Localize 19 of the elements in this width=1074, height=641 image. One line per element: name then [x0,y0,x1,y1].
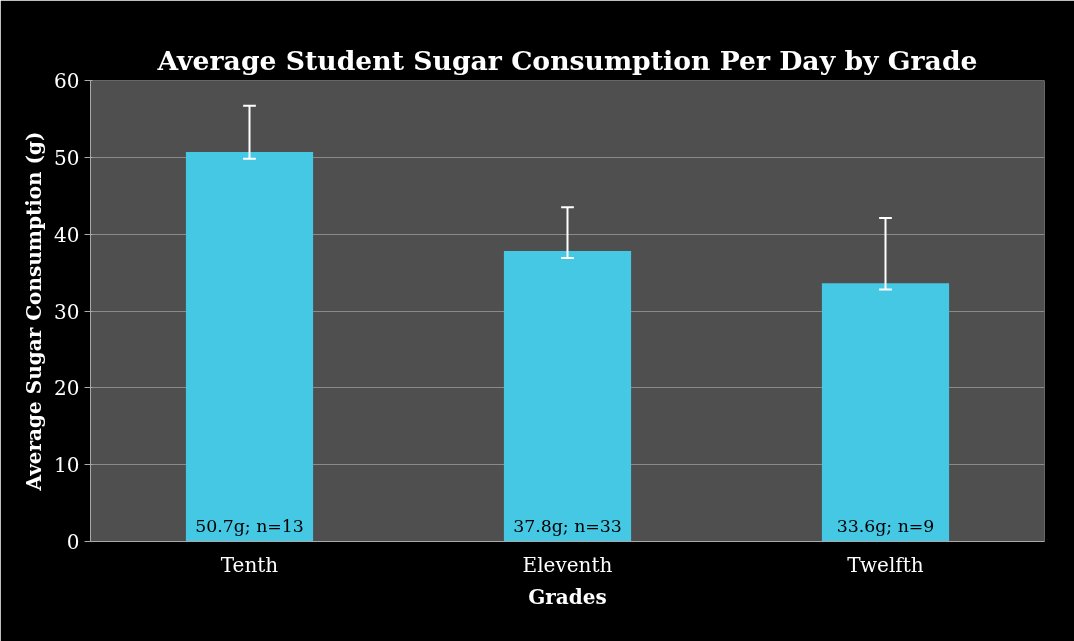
y-tick-label: 40 [54,222,80,247]
data-label: 50.7g; n=13 [195,515,304,536]
y-tick-label: 10 [54,453,80,478]
y-axis-title: Average Sugar Consumption (g) [22,131,47,492]
data-label: 33.6g; n=9 [836,515,935,536]
x-tick-label: Twelfth [847,552,924,577]
chart-title: Average Student Sugar Consumption Per Day by Grade [156,44,978,76]
y-tick-label: 0 [66,530,80,554]
bar [185,151,314,542]
x-tick-label: Eleventh [522,552,613,577]
y-tick-label: 20 [54,376,80,401]
x-tick-label: Tenth [220,552,279,577]
y-tick-label: 30 [54,299,80,324]
y-tick-label: 60 [54,69,80,93]
bar [821,283,950,542]
x-axis-title: Grades [528,584,607,609]
bar [503,251,632,542]
data-label: 37.8g; n=33 [513,515,622,536]
y-tick-label: 50 [54,145,80,170]
